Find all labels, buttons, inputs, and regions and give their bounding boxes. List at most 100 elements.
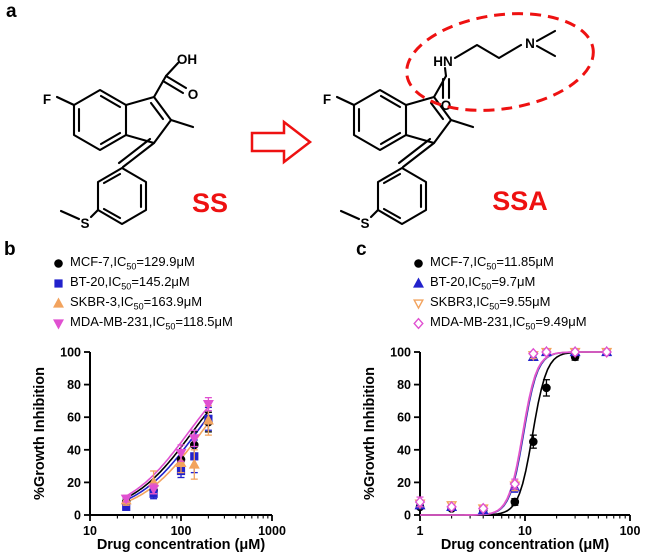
data-point-triangle-down [148, 484, 160, 495]
data-point-diamond [477, 502, 489, 515]
y-tick-label: 80 [67, 378, 81, 392]
exocyclic-double-bond [117, 137, 156, 169]
y-tick-label: 80 [397, 378, 411, 392]
legend-label: MDA-MB-231,IC50=9.49μM [430, 314, 587, 332]
y-tick-label: 100 [390, 346, 411, 360]
data-point-circle [510, 497, 520, 507]
data-point-circle [54, 258, 63, 268]
circle-marker-icon [414, 258, 423, 268]
legend-item: MCF-7,IC50=11.85μM [412, 253, 587, 273]
legend-label: BT-20,IC50=9.7μM [430, 274, 536, 292]
circle-marker-icon [54, 258, 63, 268]
data-point-circle [414, 258, 423, 268]
x-tick-label: 1000 [258, 524, 286, 538]
s-methyl-bond [339, 209, 361, 221]
carbonyl-n-bond [443, 66, 448, 78]
x-tick-label: 10 [518, 524, 532, 538]
diamond-marker-icon [413, 317, 424, 329]
s-methyl-bond [59, 209, 81, 221]
data-point-circle [542, 383, 551, 393]
fit-curve [125, 406, 210, 497]
thioether-bond [89, 208, 100, 219]
y-tick-label: 20 [67, 476, 81, 490]
data-point-triangle-down [53, 318, 64, 329]
data-point-triangle-down [202, 400, 214, 411]
triangle-up-marker-icon [413, 277, 424, 288]
x-tick-label: 100 [171, 524, 192, 538]
amide-chain-bond [432, 74, 448, 99]
triangle-up-marker-icon [53, 297, 64, 308]
data-point-diamond [446, 501, 457, 513]
benzene-double-bonds [77, 94, 122, 146]
data-point-triangle-down [175, 448, 187, 460]
methyl-bond [449, 118, 475, 129]
triangle-down-marker-icon [53, 318, 64, 329]
amide-carbonyl-double-bond [441, 77, 451, 100]
n-atom-label: N [525, 36, 535, 51]
panel-b-label: b [4, 239, 16, 260]
ss-name-label: SS [192, 188, 228, 218]
reaction-arrow-icon [250, 119, 313, 165]
five-ring [124, 95, 173, 145]
y-tick-label: 60 [397, 411, 411, 425]
legend-label: SKBR-3,IC50=163.9μM [70, 294, 203, 312]
x-tick-label: 1 [417, 524, 424, 538]
y-tick-label: 0 [74, 509, 81, 523]
data-point-diamond [601, 346, 612, 358]
y-tick-label: 60 [67, 411, 81, 425]
data-point-triangle-down [413, 298, 424, 309]
data-point-triangle-up [175, 456, 187, 467]
data-point-diamond [528, 347, 539, 360]
data-point-diamond [509, 478, 521, 490]
legend-item: SKBR3,IC50=9.55μM [412, 293, 587, 313]
f-atom-label: F [43, 92, 51, 107]
data-point-triangle-up [188, 458, 200, 469]
dose-response-chart-c: 1 10 100 0 20 40 60 80 100 Drug concentration (μM… [362, 346, 640, 554]
y-tick-label: 20 [397, 476, 411, 490]
legend-item: BT-20,IC50=9.7μM [412, 273, 587, 293]
phenyl-ring [96, 166, 148, 226]
amide-highlight-ellipse [405, 12, 595, 112]
chemical-structures-svg: OH O F S SS HN O N [43, 12, 595, 231]
legend-label: MDA-MB-231,IC50=118.5μM [70, 314, 233, 332]
data-point-diamond [541, 346, 552, 358]
panel-a-label: a [6, 1, 17, 22]
legend-item: SKBR-3,IC50=163.9μM [52, 293, 233, 313]
legend-item: MDA-MB-231,IC50=118.5μM [52, 313, 233, 333]
data-point-circle [529, 437, 538, 446]
legend-item: BT-20,IC50=145.2μM [52, 273, 233, 293]
phenyl-ring [376, 166, 428, 226]
y-tick-label: 0 [404, 509, 411, 523]
s-atom-label: S [80, 216, 89, 231]
triangle-down-marker-icon [413, 298, 424, 309]
aminoethyl-chain [453, 43, 523, 60]
x-tick-label: 10 [83, 524, 97, 538]
data-point-diamond [413, 317, 424, 329]
legend-label: BT-20,IC50=145.2μM [70, 274, 190, 292]
carboxyl-double-bond [161, 74, 188, 95]
oh-atom-label: OH [177, 52, 197, 67]
benzene-double-bonds [357, 94, 402, 146]
data-point-triangle-up [413, 277, 424, 288]
y-tick-label: 40 [397, 443, 411, 457]
data-point-triangle-up [53, 297, 64, 308]
data-point-diamond [569, 346, 581, 358]
exocyclic-double-bond [397, 137, 436, 169]
data-point-diamond [414, 496, 426, 508]
square-marker-icon [54, 278, 63, 288]
x-axis-title: Drug concentration (μM) [97, 537, 266, 553]
legend-label: MCF-7,IC50=11.85μM [430, 254, 554, 272]
legend-label: MCF-7,IC50=129.9μM [70, 254, 195, 272]
x-axis-title: Drug concentration (μM) [441, 537, 610, 553]
five-ring-double-bond [149, 101, 165, 121]
thioether-bond [369, 208, 380, 219]
legend-label: SKBR3,IC50=9.55μM [430, 294, 551, 312]
fit-curve [125, 410, 210, 499]
fluoro-bond [55, 95, 76, 107]
legend-panel-b: MCF-7,IC50=129.9μM BT-20,IC50=145.2μM SKBR… [52, 253, 233, 333]
y-axis-title: %Growth Inhibition [362, 367, 378, 500]
panel-c-label: c [356, 239, 367, 260]
phenyl-double-bonds [382, 172, 423, 220]
y-tick-label: 100 [60, 346, 81, 360]
